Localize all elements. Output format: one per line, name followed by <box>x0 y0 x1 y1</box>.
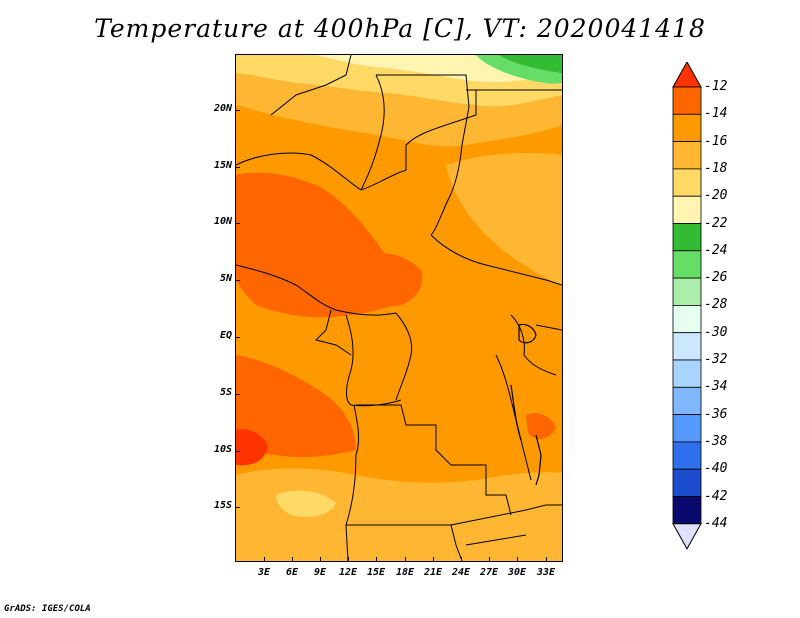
colorbar <box>672 62 702 550</box>
lat-tick <box>235 280 240 281</box>
colorbar-label: -30 <box>704 324 728 340</box>
colorbar-segment <box>672 332 702 361</box>
field-band-south <box>236 468 562 561</box>
colorbar-label: -16 <box>704 133 728 149</box>
colorbar-label: -34 <box>704 379 728 395</box>
colorbar-label: -36 <box>704 406 728 422</box>
lat-label: 20N <box>213 103 232 114</box>
lon-label: 3E <box>257 567 271 578</box>
field-southwest-hot <box>236 429 268 466</box>
field-west-warm <box>236 172 406 318</box>
lon-tick <box>405 557 406 562</box>
lon-label: 27E <box>479 567 499 578</box>
lon-tick <box>546 557 547 562</box>
map-svg <box>236 55 562 561</box>
colorbar-label: -26 <box>704 270 728 286</box>
map-title: Temperature at 400hPa [C], VT: 202004141… <box>94 14 706 43</box>
colorbar-segment <box>672 86 702 115</box>
colorbar-segment <box>672 195 702 224</box>
lat-tick <box>235 337 240 338</box>
lon-tick <box>320 557 321 562</box>
lat-label: 5N <box>219 273 232 284</box>
lon-tick <box>461 557 462 562</box>
lat-tick <box>235 394 240 395</box>
lon-tick <box>292 557 293 562</box>
lon-tick <box>433 557 434 562</box>
colorbar-segment <box>672 277 702 306</box>
lat-tick <box>235 451 240 452</box>
field-east-light <box>446 153 562 285</box>
colorbar-segment <box>672 168 702 197</box>
colorbar-segment <box>672 496 702 525</box>
colorbar-label: -22 <box>704 215 728 231</box>
colorbar-label: -20 <box>704 188 728 204</box>
footer-credit: GrADS: IGES/COLA <box>4 604 91 614</box>
lon-label: 21E <box>423 567 443 578</box>
lake-outlines <box>510 323 542 486</box>
field-green <box>498 55 562 73</box>
colorbar-segment <box>672 414 702 443</box>
lat-label: 15S <box>213 500 232 511</box>
lat-label: EQ <box>219 330 232 341</box>
lon-tick <box>348 557 349 562</box>
lat-tick <box>235 507 240 508</box>
lon-tick <box>517 557 518 562</box>
field-central-warm <box>364 253 423 307</box>
lon-tick <box>264 557 265 562</box>
colorbar-segment <box>672 223 702 252</box>
lon-label: 12E <box>338 567 358 578</box>
colorbar-segment <box>672 304 702 334</box>
colorbar-segment <box>672 141 702 170</box>
lat-label: 15N <box>213 160 232 171</box>
lon-tick <box>376 557 377 562</box>
lat-tick <box>235 167 240 168</box>
colorbar-label: -18 <box>704 160 728 176</box>
lat-tick <box>235 223 240 224</box>
colorbar-segment <box>672 386 702 415</box>
lon-label: 24E <box>451 567 471 578</box>
lon-label: 15E <box>366 567 386 578</box>
temperature-map <box>235 54 563 562</box>
field-south-yellow <box>276 490 336 517</box>
colorbar-label: -24 <box>704 242 728 258</box>
colorbar-label: -12 <box>704 79 728 94</box>
lon-tick <box>489 557 490 562</box>
colorbar-segment <box>672 113 702 142</box>
field-southwest-warm <box>236 355 356 458</box>
lon-label: 6E <box>285 567 299 578</box>
colorbar-top-arrow <box>672 62 702 88</box>
lat-tick <box>235 110 240 111</box>
colorbar-bottom-arrow <box>672 523 702 550</box>
colorbar-segment <box>672 441 702 470</box>
colorbar-label: -14 <box>704 106 728 122</box>
colorbar-segment <box>672 468 702 497</box>
lat-label: 5S <box>219 387 232 398</box>
colorbar-segment <box>672 359 702 388</box>
lon-label: 9E <box>313 567 327 578</box>
colorbar-label: -28 <box>704 297 728 313</box>
lon-label: 18E <box>395 567 415 578</box>
country-borders <box>236 55 562 561</box>
colorbar-label: -44 <box>704 515 728 531</box>
field-east-warm <box>526 413 556 439</box>
lat-label: 10S <box>213 444 232 455</box>
colorbar-label: -42 <box>704 488 728 504</box>
colorbar-label: -32 <box>704 352 728 367</box>
lon-label: 30E <box>507 567 527 578</box>
lat-label: 10N <box>213 216 232 227</box>
lon-label: 33E <box>536 567 556 578</box>
colorbar-label: -40 <box>704 461 728 477</box>
colorbar-label: -38 <box>704 433 728 449</box>
colorbar-segment <box>672 250 702 279</box>
